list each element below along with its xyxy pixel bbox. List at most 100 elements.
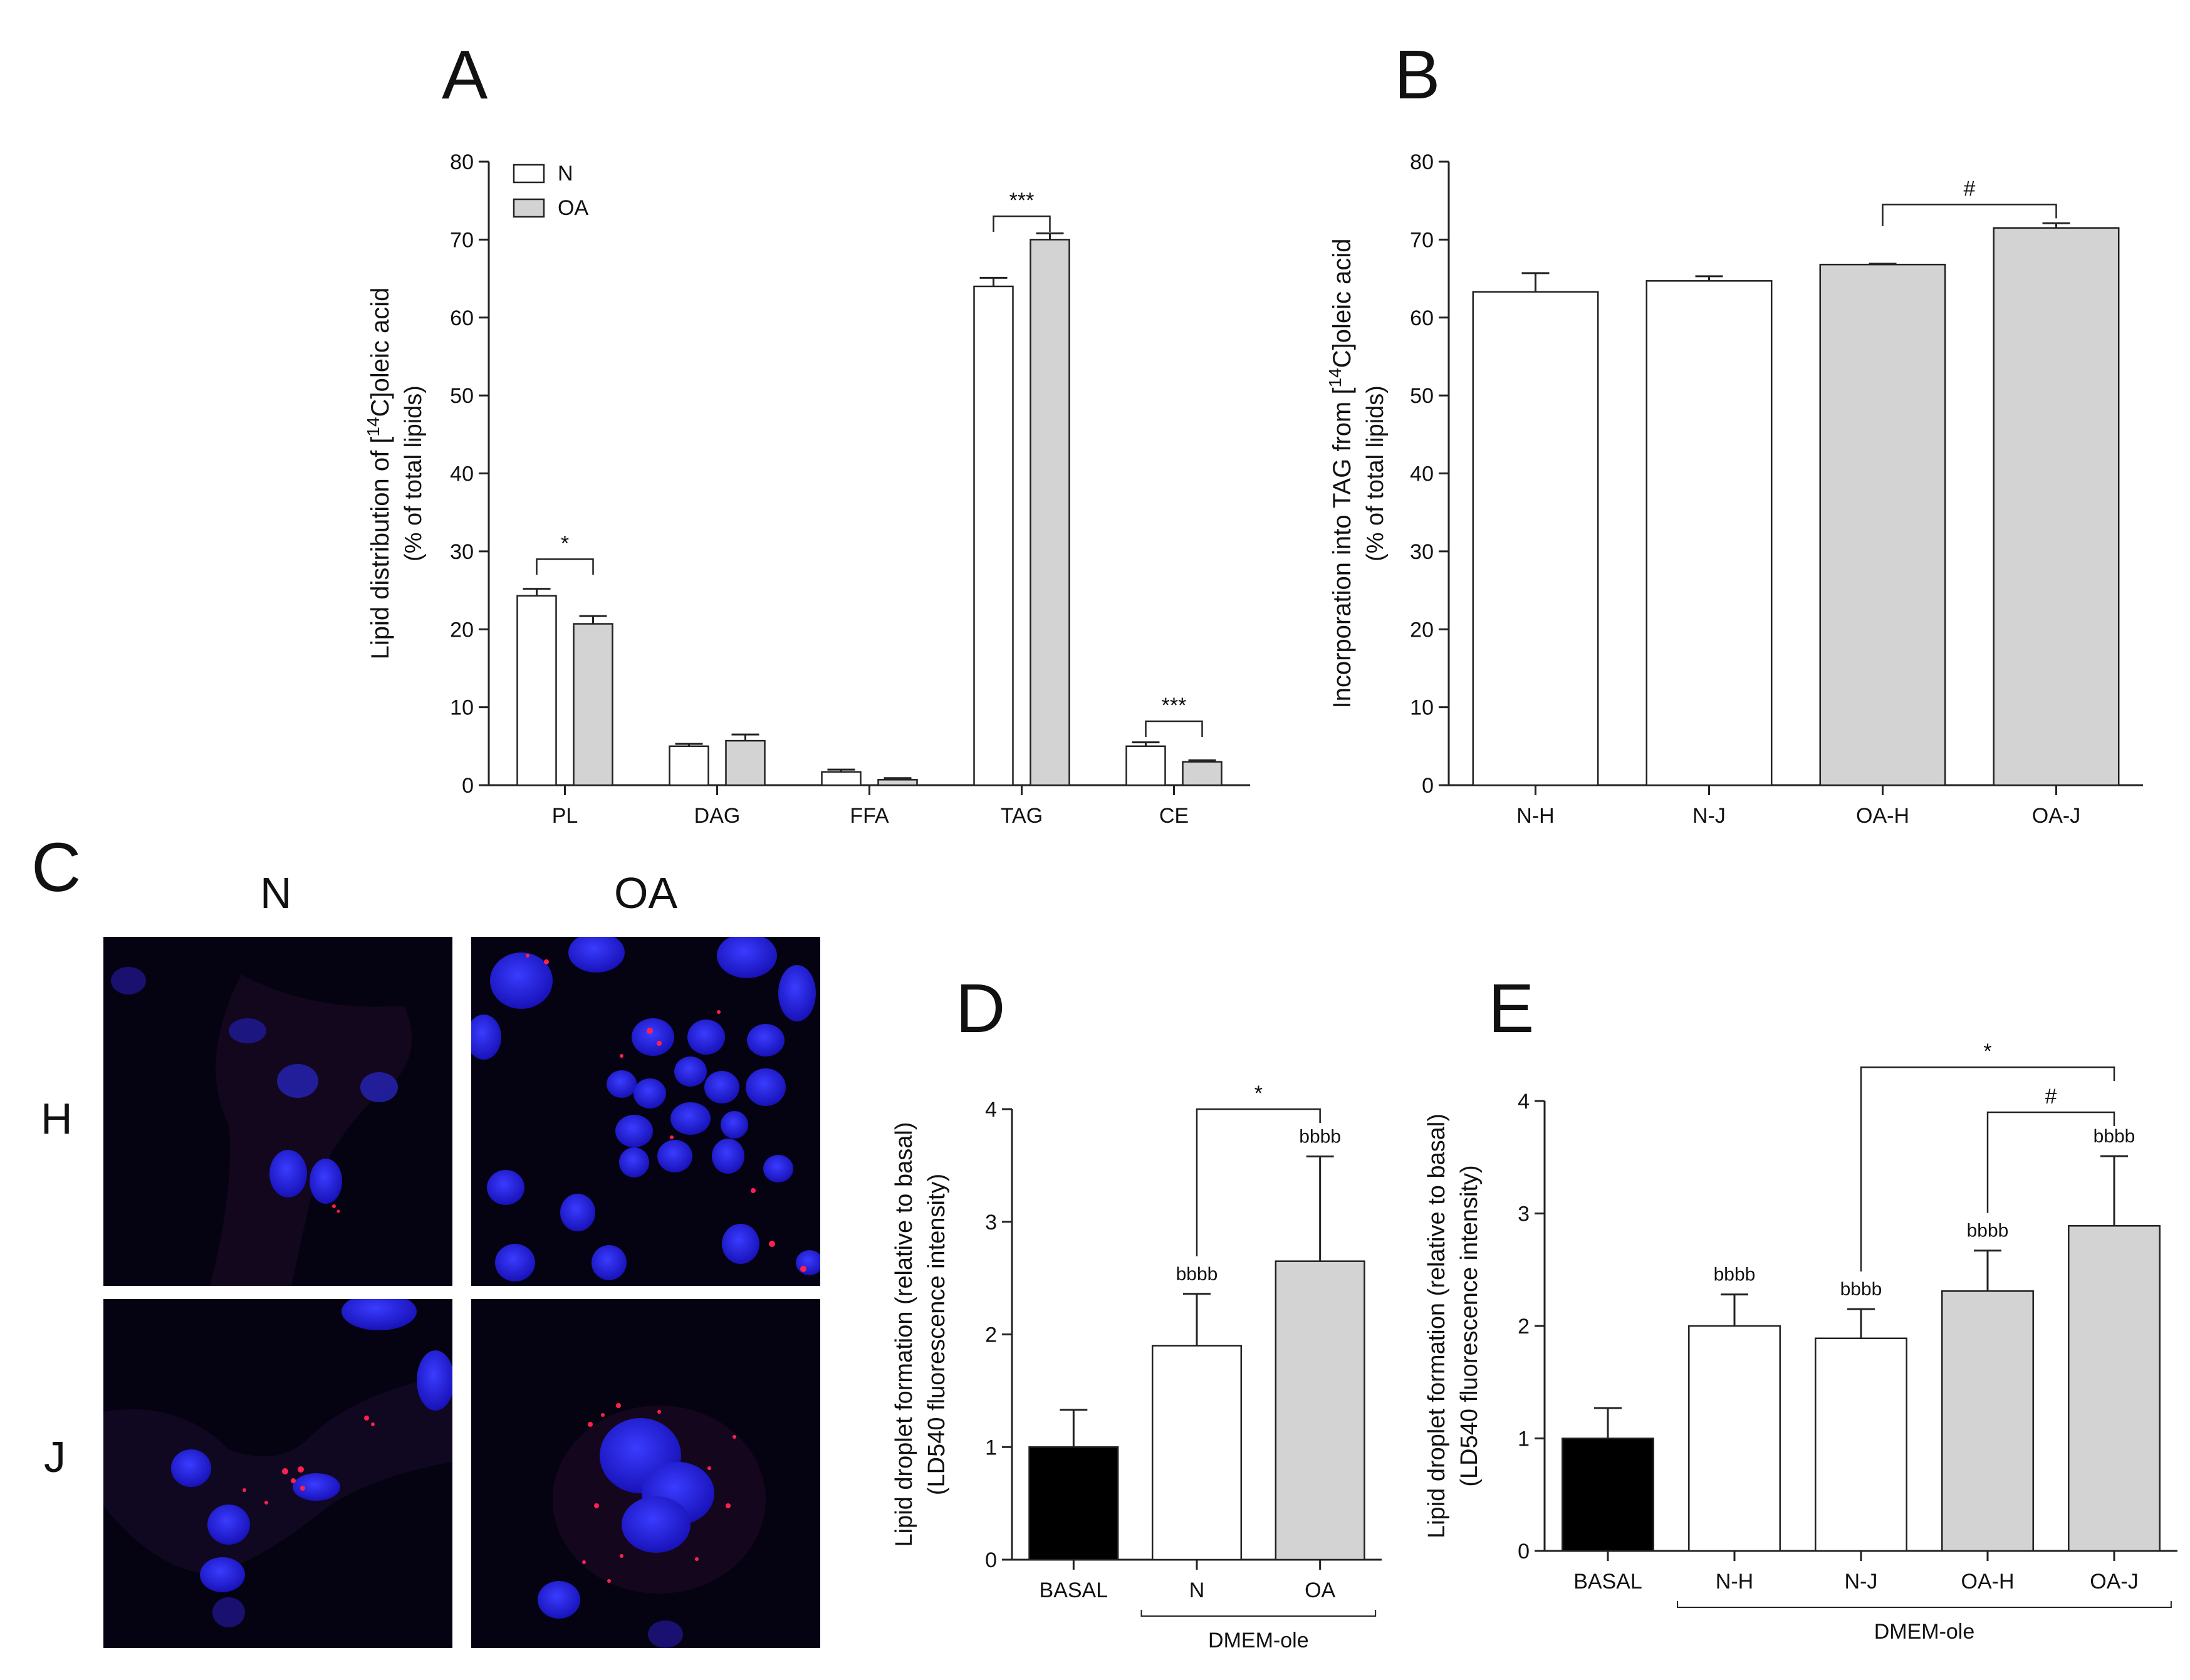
chart-d-ytick-label: 4 (985, 1098, 997, 1122)
chart-b-significance-label: # (1964, 177, 1976, 201)
chart-e-xtick-label: N-J (1845, 1570, 1878, 1594)
chart-b-ylabel-part: C]oleic acid (1328, 239, 1356, 368)
chart-b-xtick-label: OA-H (1856, 804, 1909, 828)
chart-e-bar-n-j (1815, 1337, 1907, 1552)
chart-d-significance-label: * (1254, 1082, 1263, 1105)
chart-b-xtick-label: N-J (1692, 804, 1726, 828)
chart-a-significance-label: * (561, 531, 569, 555)
chart-e-significance-label: * (1983, 1040, 1991, 1063)
chart-e-bar-label: bbbb (2094, 1126, 2135, 1147)
chart-b-ytick-label: 50 (1410, 384, 1434, 408)
chart-b-ylabel-2: (% of total lipids) (1362, 385, 1389, 561)
chart-b-ytick-label: 10 (1410, 696, 1434, 720)
chart-e-significance-bracket (1986, 1111, 2115, 1213)
chart-e-bar-n-h (1688, 1325, 1781, 1552)
chart-d-ytick-label: 2 (985, 1323, 997, 1347)
chart-a-ytick-label: 40 (450, 462, 474, 486)
chart-a-ytick-label: 10 (450, 696, 474, 720)
chart-e-ytick-label: 0 (1518, 1540, 1530, 1563)
chart-a-bar-oa-ffa (877, 779, 918, 786)
chart-d-ylabel: Lipid droplet formation (relative to bas… (891, 1122, 917, 1547)
chart-a-bar-oa-tag (1030, 239, 1070, 786)
panel-letter-d: D (956, 970, 1006, 1047)
panel-letter-e: E (1488, 970, 1535, 1047)
chart-a-bar-oa-ce (1182, 761, 1223, 786)
panel-letter-a: A (442, 36, 488, 113)
chart-a-legend-swatch-oa (513, 198, 545, 218)
chart-e-bar-basal (1562, 1437, 1654, 1552)
chart-a-legend-label: OA (558, 196, 588, 220)
chart-a-xtick-label: TAG (1001, 804, 1043, 828)
chart-b-xtick-label: OA-J (2032, 804, 2080, 828)
chart-a-xtick-label: PL (552, 804, 578, 828)
chart-e-significance-bracket (1860, 1066, 2115, 1272)
chart-a-significance-bracket (1145, 720, 1203, 738)
chart-e-significance-label: # (2045, 1085, 2057, 1109)
chart-d-ytick-label: 3 (985, 1211, 997, 1234)
chart-e-ylabel: Lipid droplet formation (relative to bas… (1424, 1114, 1450, 1538)
panel-letter-c: C (31, 829, 81, 906)
chart-d-bar-n (1151, 1345, 1243, 1561)
panel-c-row-label-j: J (44, 1432, 66, 1481)
chart-d-group-bracket (1140, 1610, 1377, 1617)
chart-e-xtick-label: BASAL (1573, 1570, 1642, 1594)
chart-b-ytick-label: 30 (1410, 540, 1434, 564)
chart-e-group-label: DMEM-ole (1874, 1620, 1975, 1644)
chart-a-ylabel: Lipid distribution of [14C]oleic acid (363, 288, 395, 660)
chart-d-ytick-label: 1 (985, 1436, 997, 1459)
chart-a-xtick-label: DAG (694, 804, 741, 828)
panel-letter-b: B (1394, 36, 1441, 113)
chart-e-xtick-label: N-H (1716, 1570, 1753, 1594)
chart-b-ytick-label: 20 (1410, 618, 1434, 642)
chart-b-bar-n-h (1472, 291, 1599, 786)
chart-a-xtick-label: CE (1159, 804, 1189, 828)
chart-d-group-label: DMEM-ole (1208, 1629, 1309, 1652)
chart-a-legend-label: N (558, 162, 573, 185)
chart-a-bar-n-dag (669, 745, 709, 786)
chart-e-ytick-label: 4 (1518, 1090, 1530, 1114)
chart-b-significance-bracket (1882, 204, 2057, 226)
chart-a-ytick-label: 70 (450, 228, 474, 252)
chart-e-xtick-label: OA-J (2090, 1570, 2138, 1594)
chart-e-bar-label: bbbb (1840, 1279, 1882, 1300)
micrograph-oa-j (471, 1299, 820, 1648)
chart-a-significance-bracket (536, 558, 594, 575)
chart-b-ytick-label: 80 (1410, 150, 1434, 174)
chart-e-ytick-label: 1 (1518, 1427, 1530, 1451)
chart-b-ytick-label: 60 (1410, 306, 1434, 330)
chart-a-significance-label: *** (1009, 189, 1035, 212)
chart-a-ylabel-part: Lipid distribution of [ (367, 437, 394, 660)
panel-c-col-label-n: N (260, 869, 292, 917)
chart-d-xtick-label: BASAL (1040, 1578, 1108, 1602)
chart-d-bar-oa (1275, 1260, 1365, 1561)
chart-b-bar-oa-h (1819, 263, 1946, 786)
chart-a-significance-label: *** (1162, 694, 1187, 717)
chart-a-bar-n-pl (516, 595, 557, 786)
panel-c-row-label-h: H (41, 1094, 73, 1143)
chart-b-ytick-label: 40 (1410, 462, 1434, 486)
chart-a-bar-n-tag (973, 285, 1014, 786)
chart-a-bar-n-ce (1125, 745, 1166, 786)
chart-e-bar-oa-j (2068, 1224, 2161, 1552)
chart-e-ytick-label: 2 (1518, 1315, 1530, 1338)
panel-c-col-label-oa: OA (614, 869, 678, 917)
micrograph-oa-h (471, 937, 820, 1286)
chart-a-ytick-label: 30 (450, 540, 474, 564)
chart-a-bar-oa-dag (725, 739, 766, 786)
chart-d-bar-label: bbbb (1176, 1264, 1218, 1285)
chart-a-ylabel-superscript: 14 (363, 417, 383, 436)
chart-a-ytick-label: 0 (462, 774, 474, 798)
chart-d-bar-label: bbbb (1299, 1126, 1341, 1147)
chart-b-ylabel: Incorporation into TAG from [14C]oleic a… (1325, 239, 1357, 709)
chart-e-bar-oa-h (1941, 1290, 2034, 1552)
micrograph-n-j (103, 1299, 452, 1648)
chart-a-bar-n-ffa (821, 771, 862, 786)
chart-d-xtick-label: OA (1305, 1578, 1335, 1602)
chart-e-bar-label: bbbb (1714, 1265, 1756, 1285)
chart-d-xtick-label: N (1189, 1578, 1205, 1602)
chart-b-bar-oa-j (1993, 227, 2120, 786)
chart-a-ytick-label: 80 (450, 150, 474, 174)
chart-a-ytick-label: 60 (450, 306, 474, 330)
chart-a-ytick-label: 20 (450, 618, 474, 642)
